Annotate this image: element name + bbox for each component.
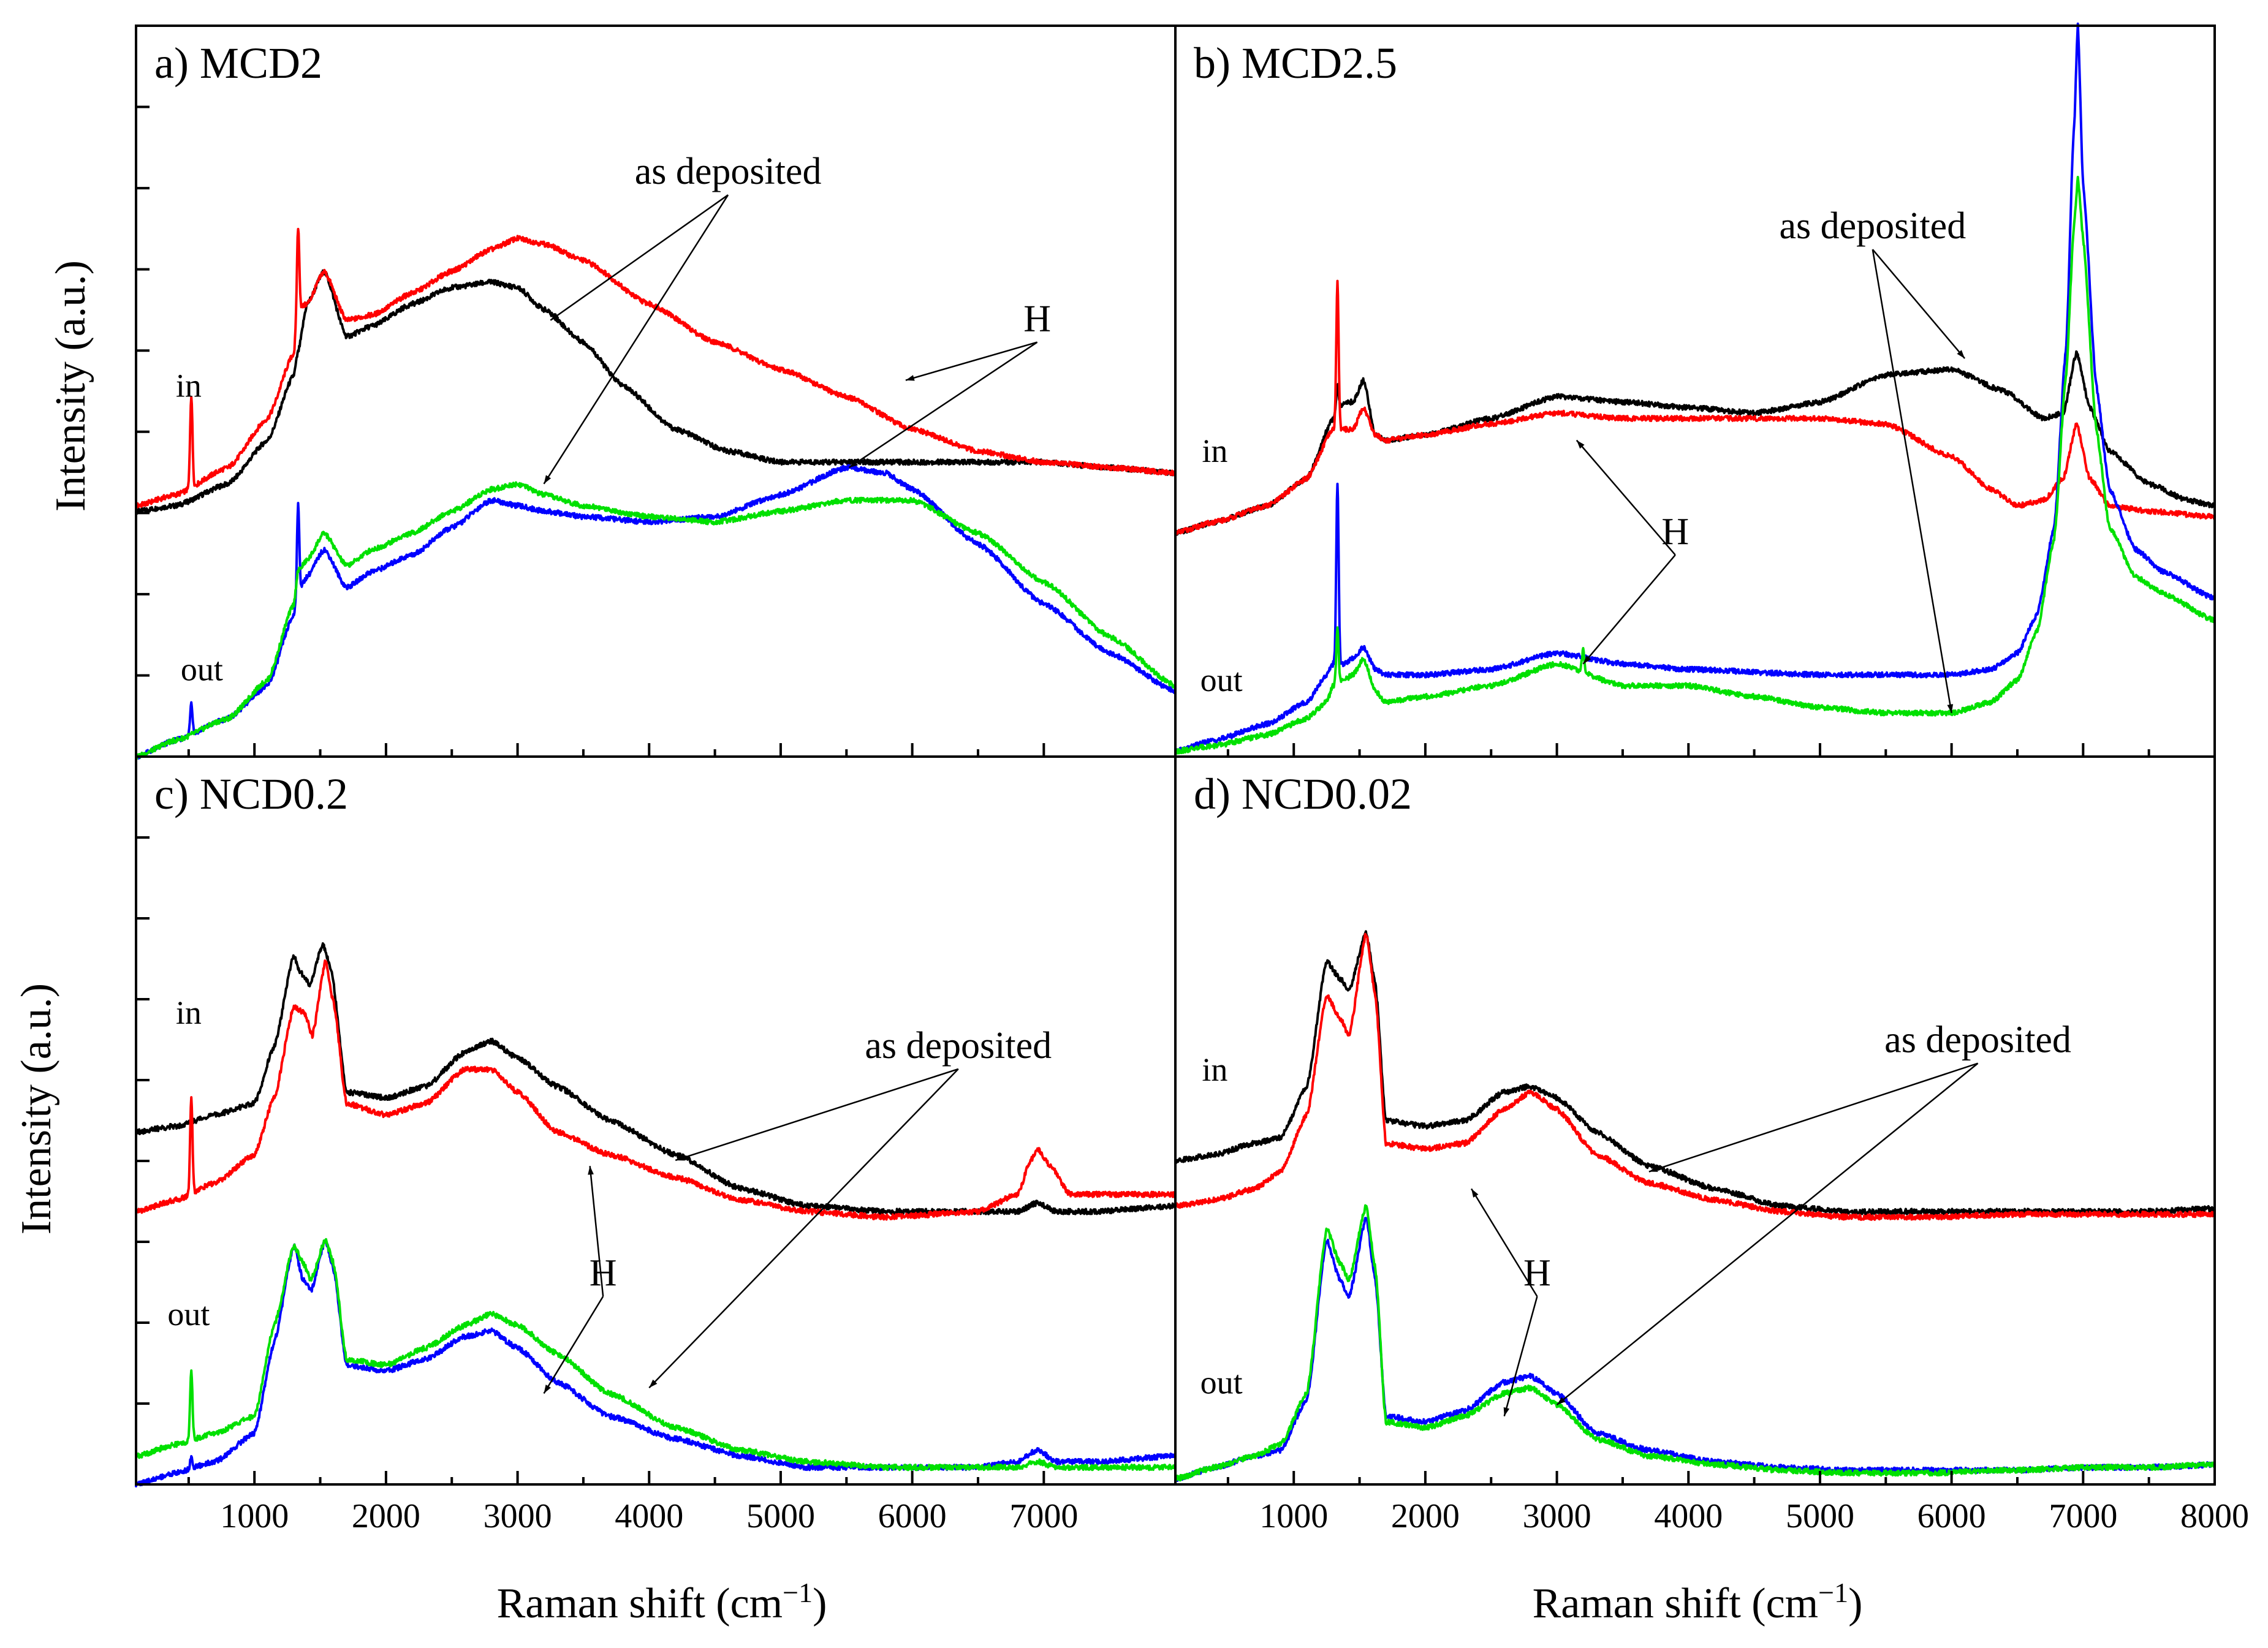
y-axis-label-bottom: Intensity (a.u.) bbox=[13, 983, 60, 1234]
panel-a: a) MCD2 in out as deposited H bbox=[135, 25, 1177, 760]
annotation-d-h: H bbox=[1523, 1252, 1551, 1294]
annotation-arrow-d-h-0 bbox=[1470, 1188, 1538, 1297]
x-axis-label-left: Raman shift (cm−1) bbox=[497, 1577, 827, 1628]
annotation-a-h: H bbox=[1023, 298, 1051, 340]
annotation-arrow-b-h-1 bbox=[1582, 554, 1676, 665]
annotation-arrow-b-as-deposited-0 bbox=[1872, 249, 1966, 359]
annotation-arrow-d-as-deposited-0 bbox=[1648, 1062, 1978, 1173]
series-c-out-as-deposited bbox=[135, 1238, 1177, 1472]
x-tick-label-c-6000: 6000 bbox=[878, 1497, 947, 1535]
annotation-arrow-a-h-0 bbox=[905, 341, 1037, 381]
annotation-arrow-a-as-deposited-0 bbox=[550, 194, 729, 321]
annotation-c-h: H bbox=[590, 1252, 617, 1294]
x-tick-label-d-4000: 4000 bbox=[1654, 1497, 1723, 1535]
series-c-out-h bbox=[135, 1239, 1177, 1487]
y-axis-label-top: Intensity (a.u.) bbox=[47, 260, 94, 512]
x-tick-label-c-3000: 3000 bbox=[484, 1497, 552, 1535]
annotation-arrow-a-h-1 bbox=[848, 341, 1038, 469]
annotation-arrow-d-h-1 bbox=[1503, 1296, 1538, 1416]
series-a-out-h bbox=[135, 464, 1177, 760]
group-label-a-out: out bbox=[181, 651, 223, 687]
x-axis-label-right-prefix: Raman shift (cm bbox=[1533, 1580, 1819, 1627]
annotation-arrow-b-h-0 bbox=[1576, 439, 1676, 556]
x-tick-label-c-2000: 2000 bbox=[352, 1497, 420, 1535]
series-b-in-as-deposited bbox=[1174, 350, 2216, 536]
series-c-in-h bbox=[135, 959, 1177, 1221]
group-label-d-in: in bbox=[1202, 1051, 1227, 1088]
x-tick-label-c-1000: 1000 bbox=[220, 1497, 289, 1535]
series-d-in-as-deposited bbox=[1174, 930, 2216, 1215]
plot-frame-a bbox=[135, 25, 1177, 758]
x-axis-label-right-suffix: ) bbox=[1848, 1580, 1862, 1627]
x-tick-label-d-8000: 8000 bbox=[2180, 1497, 2249, 1535]
x-axis-label-left-sup: −1 bbox=[783, 1577, 813, 1608]
annotation-arrow-c-as-deposited-1 bbox=[648, 1068, 959, 1389]
annotation-arrow-a-as-deposited-1 bbox=[543, 194, 729, 485]
x-tick-label-c-5000: 5000 bbox=[746, 1497, 815, 1535]
annotation-a-as-deposited: as deposited bbox=[635, 151, 822, 192]
annotation-b-as-deposited: as deposited bbox=[1779, 205, 1966, 247]
series-d-out-h bbox=[1174, 1217, 2216, 1483]
series-b-out-as-deposited bbox=[1174, 176, 2216, 755]
panel-title-c: c) NCD0.2 bbox=[154, 769, 348, 818]
annotation-arrow-c-as-deposited-0 bbox=[675, 1068, 959, 1162]
x-axis-label-left-prefix: Raman shift (cm bbox=[497, 1580, 783, 1627]
panel-title-d: d) NCD0.02 bbox=[1194, 769, 1412, 818]
series-d-out-as-deposited bbox=[1174, 1204, 2216, 1482]
panel-title-a: a) MCD2 bbox=[154, 39, 322, 88]
x-tick-label-d-5000: 5000 bbox=[1786, 1497, 1854, 1535]
group-label-b-in: in bbox=[1202, 433, 1227, 469]
annotation-arrow-c-h-0 bbox=[588, 1166, 604, 1297]
series-b-in-h bbox=[1174, 279, 2216, 536]
plot-frame-c bbox=[135, 755, 1177, 1486]
x-tick-label-d-3000: 3000 bbox=[1523, 1497, 1591, 1535]
plot-frame-b bbox=[1174, 25, 2216, 758]
series-c-in-as-deposited bbox=[135, 942, 1177, 1215]
x-tick-label-d-2000: 2000 bbox=[1391, 1497, 1460, 1535]
x-tick-label-c-7000: 7000 bbox=[1009, 1497, 1078, 1535]
panel-c: 1000 2000 3000 4000 5000 6000 7000 c) NCD0.2 in o… bbox=[135, 755, 1177, 1535]
x-tick-label-d-7000: 7000 bbox=[2049, 1497, 2117, 1535]
annotation-b-h: H bbox=[1661, 511, 1689, 553]
annotation-arrow-d-as-deposited-1 bbox=[1556, 1062, 1979, 1406]
annotation-arrow-b-as-deposited-1 bbox=[1872, 249, 1954, 713]
panel-title-b: b) MCD2.5 bbox=[1194, 39, 1397, 88]
series-d-in-h bbox=[1174, 932, 2216, 1221]
group-label-c-in: in bbox=[176, 994, 202, 1031]
group-label-b-out: out bbox=[1200, 662, 1243, 698]
group-label-a-in: in bbox=[176, 367, 202, 404]
x-axis-label-right-sup: −1 bbox=[1818, 1577, 1848, 1608]
panel-d: 1000 2000 3000 4000 5000 6000 7000 8000 d) NCD0.… bbox=[1174, 755, 2249, 1535]
group-label-c-out: out bbox=[167, 1296, 210, 1332]
x-tick-label-d-1000: 1000 bbox=[1259, 1497, 1328, 1535]
series-b-out-h bbox=[1174, 22, 2216, 755]
x-tick-label-d-6000: 6000 bbox=[1917, 1497, 1986, 1535]
series-a-in-h bbox=[135, 227, 1177, 508]
annotation-d-as-deposited: as deposited bbox=[1884, 1019, 2071, 1061]
x-axis-label-left-suffix: ) bbox=[813, 1580, 827, 1627]
panel-b: b) MCD2.5 in out as deposited H bbox=[1174, 22, 2216, 758]
x-axis-label-right: Raman shift (cm−1) bbox=[1533, 1577, 1863, 1628]
plot-frame-d bbox=[1174, 755, 2216, 1486]
series-a-out-as-deposited bbox=[135, 481, 1177, 760]
annotation-arrow-c-h-1 bbox=[543, 1296, 604, 1394]
x-tick-label-c-4000: 4000 bbox=[615, 1497, 683, 1535]
annotation-c-as-deposited: as deposited bbox=[865, 1025, 1052, 1067]
group-label-d-out: out bbox=[1200, 1364, 1243, 1401]
